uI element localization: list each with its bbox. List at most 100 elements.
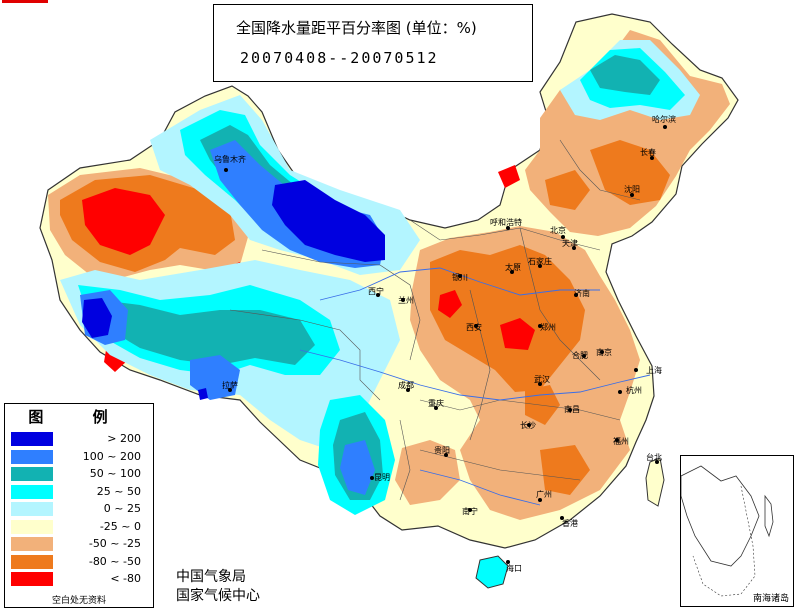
- city-label-hefei: 合肥: [572, 350, 588, 360]
- city-label-shijiazhuang: 石家庄: [528, 256, 552, 266]
- region-extreme-dry-ningxia: [438, 290, 462, 318]
- legend-swatch: [11, 554, 53, 569]
- city-markers: 乌鲁木齐 哈尔滨 长春 沈阳 呼和浩特 北京 天津 太原 石家庄 银川 济南 西…: [214, 114, 676, 573]
- city-dot-shanghai: [634, 368, 638, 372]
- legend-label: > 200: [107, 432, 141, 445]
- hainan-island: [475, 555, 509, 589]
- city-label-taipei: 台北: [646, 452, 662, 462]
- region-extreme-dry-henan: [500, 318, 535, 350]
- city-dot-yinchuan: [458, 274, 462, 278]
- city-label-nanning: 南宁: [462, 506, 478, 516]
- legend-label: -80 ~ -50: [88, 554, 141, 568]
- city-label-yinchuan: 银川: [452, 272, 468, 282]
- region-extreme-dry-neimeng: [498, 165, 520, 188]
- city-dot-lanzhou: [401, 298, 405, 302]
- city-dot-hohhot: [506, 226, 510, 230]
- city-label-haikou: 海口: [506, 563, 522, 573]
- city-label-changchun: 长春: [640, 147, 656, 157]
- region-extreme-dry-xinjiang: [82, 188, 165, 255]
- city-label-nanjing: 南京: [596, 347, 612, 357]
- city-label-kunming: 昆明: [374, 473, 390, 482]
- inset-philippines: [764, 494, 774, 538]
- city-label-fuzhou: 福州: [613, 437, 629, 446]
- corner-red-mark: [2, 0, 48, 3]
- city-dot-taiyuan: [510, 270, 514, 274]
- legend-item: < -80: [11, 572, 149, 586]
- province-borders: [229, 139, 641, 501]
- city-dot-beijing: [561, 235, 565, 239]
- legend-title: 图 例: [28, 408, 130, 426]
- region-dry-southwest-yn: [395, 440, 460, 505]
- inset-map: [680, 465, 774, 597]
- legend-label: 0 ~ 25: [103, 502, 141, 515]
- agency-ncc: 国家气候中心: [176, 588, 260, 604]
- legend: 图 例 > 200 100 ~ 200 50 ~ 100 25 ~ 50 0 ~ 25 -…: [4, 403, 154, 608]
- legend-item: -25 ~ 0: [11, 519, 149, 534]
- city-dot-chongqing: [434, 406, 438, 410]
- legend-note: 空白处无资料: [51, 596, 106, 606]
- south-china-sea-inset: 南海诸岛: [680, 455, 794, 607]
- region-wet-50-100-northeast: [590, 55, 660, 95]
- city-label-changsha: 长沙: [520, 420, 536, 430]
- region-verydry-jianghuai: [525, 385, 560, 425]
- city-dot-wuhan: [538, 382, 542, 386]
- city-dot-hangzhou: [618, 390, 622, 394]
- city-dot-lhasa: [228, 388, 232, 392]
- city-dot-urumqi: [224, 168, 228, 172]
- inset-label: 南海诸岛: [752, 594, 789, 604]
- region-wet-100-200-yunnan: [340, 440, 375, 495]
- city-label-nanchang: 南昌: [564, 404, 580, 414]
- legend-swatch: [11, 537, 53, 551]
- map-date-range: 20070408--20070512: [240, 49, 439, 67]
- city-label-xian: 西安: [466, 322, 482, 332]
- legend-item: -50 ~ -25: [11, 537, 149, 551]
- legend-swatch: [11, 432, 53, 446]
- legend-label: < -80: [110, 572, 141, 585]
- legend-label: 25 ~ 50: [96, 484, 141, 498]
- city-dot-tianjin: [572, 246, 576, 250]
- city-dot-hongkong: [560, 516, 564, 520]
- region-wet-over200-tibet: [198, 388, 208, 400]
- legend-swatch: [11, 484, 53, 499]
- city-label-chengdu: 成都: [398, 380, 414, 390]
- city-dot-harbin: [663, 125, 667, 129]
- agency-cma: 中国气象局: [176, 569, 246, 585]
- region-wet-over200-west: [82, 298, 112, 338]
- city-dot-xining: [376, 293, 380, 297]
- city-dot-zhengzhou: [538, 324, 542, 328]
- legend-item: > 200: [11, 432, 149, 446]
- inset-coastline: [680, 465, 760, 567]
- city-dot-jinan: [574, 293, 578, 297]
- legend-swatch: [11, 449, 53, 464]
- legend-item: 100 ~ 200: [11, 449, 149, 464]
- city-dot-changchun: [650, 156, 654, 160]
- region-verydry-northeast: [590, 140, 670, 205]
- legend-swatch: [11, 572, 53, 586]
- region-verydry-south: [540, 445, 590, 495]
- city-label-guangzhou: 广州: [536, 489, 552, 499]
- city-dot-changsha: [527, 423, 531, 427]
- city-dot-shijiazhuang: [538, 264, 542, 268]
- city-label-zhengzhou: 郑州: [540, 322, 556, 332]
- region-wet-100-200-tibet: [190, 355, 240, 400]
- city-dot-chengdu: [406, 388, 410, 392]
- city-label-lanzhou: 兰州: [398, 295, 414, 305]
- city-dot-fuzhou: [615, 438, 619, 442]
- city-dot-guiyang: [444, 453, 448, 457]
- city-label-urumqi: 乌鲁木齐: [214, 154, 246, 164]
- city-dot-shenyang: [630, 193, 634, 197]
- title-box: 全国降水量距平百分率图 (单位：%) 20070408--20070512: [213, 4, 533, 82]
- legend-label: -25 ~ 0: [99, 519, 141, 533]
- city-label-tianjin: 天津: [562, 238, 578, 248]
- region-verydry-central: [430, 245, 585, 392]
- legend-label: 100 ~ 200: [82, 449, 141, 463]
- city-label-shanghai: 上海: [646, 365, 662, 375]
- city-label-jinan: 济南: [574, 288, 590, 298]
- city-dot-haikou: [506, 560, 510, 564]
- legend-swatch: [11, 519, 53, 534]
- region-wet-50-100-west: [100, 300, 315, 365]
- city-label-xining: 西宁: [368, 286, 384, 296]
- city-label-harbin: 哈尔滨: [652, 114, 676, 124]
- legend-label: 50 ~ 100: [89, 467, 141, 480]
